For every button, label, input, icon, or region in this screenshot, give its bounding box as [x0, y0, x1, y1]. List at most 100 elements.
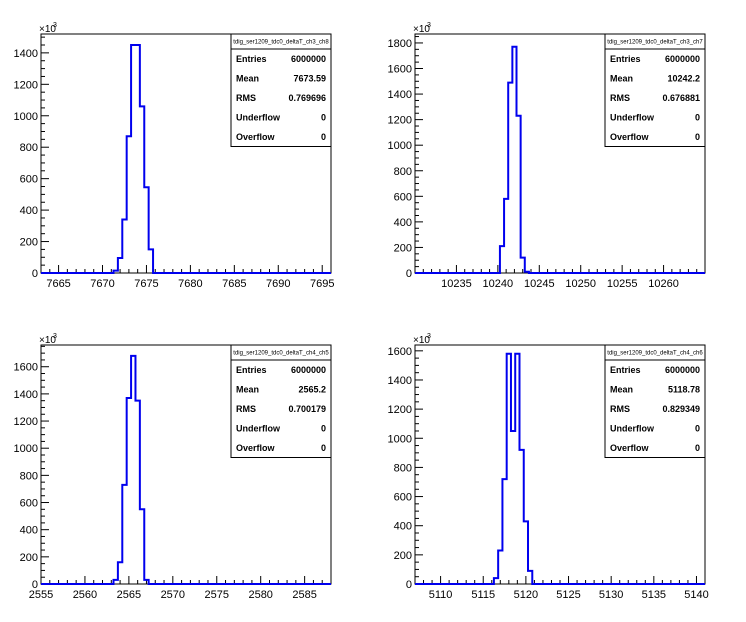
- x-tick-label: 5140: [684, 589, 708, 601]
- stat-label: Overflow: [610, 132, 650, 142]
- stat-value: 0.676881: [662, 93, 700, 103]
- stat-label: Mean: [236, 385, 259, 395]
- histogram-bin: [135, 401, 139, 584]
- stat-value: 5118.78: [668, 385, 700, 395]
- y-tick-label: 1600: [388, 64, 412, 76]
- histogram-bin: [502, 479, 506, 584]
- histogram-bin: [494, 578, 498, 584]
- histogram-bin: [512, 47, 516, 273]
- y-tick-label: 1200: [388, 115, 412, 127]
- y-tick-label: 1200: [388, 404, 412, 416]
- y-tick-label: 0: [32, 268, 38, 280]
- stats-box: tdig_ser1209_tdc0_deltaT_ch4_ch5 Entries 6…: [230, 344, 332, 458]
- x-tick-label: 10250: [565, 278, 596, 290]
- histogram-bin: [521, 258, 525, 273]
- y-tick-label: 400: [394, 217, 412, 229]
- stat-value: 7673.59: [293, 74, 326, 84]
- y-exponent-power: 3: [53, 22, 57, 29]
- x-tick-label: 7690: [266, 278, 290, 290]
- y-tick-label: 200: [394, 550, 412, 562]
- y-tick-label: 1000: [388, 140, 412, 152]
- stat-label: Mean: [610, 385, 633, 395]
- stat-value: 6000000: [665, 365, 700, 375]
- histogram-title: tdig_ser1209_tdc0_deltaT_ch3_ch7: [607, 40, 703, 46]
- histogram-bin: [122, 220, 126, 273]
- y-tick-label: 400: [394, 521, 412, 533]
- y-tick-label: 400: [20, 205, 38, 217]
- histogram-panel-4: 5110 5115 5120 5125 5130 5135 5140 0 200 400 600 80…: [388, 333, 709, 601]
- histogram-title: tdig_ser1209_tdc0_deltaT_ch4_ch6: [607, 351, 703, 357]
- stats-box-frame: [230, 33, 332, 147]
- stats-box: tdig_ser1209_tdc0_deltaT_ch3_ch8 Entries 6…: [230, 33, 332, 147]
- y-exponent-label: ×10: [39, 335, 56, 346]
- y-tick-label: 1800: [388, 38, 412, 50]
- histogram-bin: [127, 136, 131, 273]
- x-tick-label: 5135: [642, 589, 666, 601]
- y-tick-label: 1600: [388, 346, 412, 358]
- histogram-title: tdig_ser1209_tdc0_deltaT_ch4_ch5: [233, 351, 329, 357]
- stats-box-frame: [230, 344, 332, 458]
- stat-label: Overflow: [236, 443, 276, 453]
- x-tick-label: 7685: [222, 278, 246, 290]
- histogram-bin: [140, 106, 144, 273]
- y-tick-label: 1200: [14, 416, 38, 428]
- stat-value: 0: [321, 132, 326, 142]
- stat-value: 0: [321, 424, 326, 434]
- y-tick-label: 200: [20, 552, 38, 564]
- y-tick-label: 1400: [388, 89, 412, 101]
- stats-box-frame: [604, 344, 706, 458]
- stat-value: 0: [695, 443, 700, 453]
- x-tick-label: 5125: [556, 589, 580, 601]
- histogram-bin: [524, 521, 528, 584]
- x-tick-label: 7665: [46, 278, 70, 290]
- stat-value: 0.769696: [288, 93, 326, 103]
- histogram-outline: [415, 45, 705, 274]
- y-tick-label: 800: [20, 470, 38, 482]
- y-tick-label: 1000: [388, 433, 412, 445]
- y-tick-label: 400: [20, 525, 38, 537]
- x-tick-label: 7675: [134, 278, 158, 290]
- stat-label: Underflow: [610, 113, 655, 123]
- histogram-bin: [114, 580, 118, 584]
- histogram-panel-2: 10235 10240 10245 10250 10255 10260 0 200 400 600…: [388, 22, 706, 290]
- histogram-outline: [41, 354, 331, 585]
- histogram-title: tdig_ser1209_tdc0_deltaT_ch3_ch8: [233, 40, 329, 46]
- histogram-bin: [135, 45, 139, 273]
- histogram-bin: [122, 485, 126, 584]
- histogram-outline: [41, 44, 331, 274]
- y-tick-label: 200: [20, 237, 38, 249]
- stats-box: tdig_ser1209_tdc0_deltaT_ch3_ch7 Entries 6…: [604, 33, 706, 147]
- y-tick-label: 0: [32, 579, 38, 591]
- histogram-bin: [144, 187, 148, 273]
- y-tick-label: 1000: [14, 111, 38, 123]
- histogram-bin: [131, 356, 135, 584]
- histogram-bin: [500, 246, 504, 273]
- stat-label: Mean: [610, 74, 633, 84]
- y-tick-label: 600: [394, 492, 412, 504]
- stat-value: 0.700179: [288, 404, 326, 414]
- histogram-bin: [114, 271, 118, 273]
- stat-label: RMS: [236, 93, 256, 103]
- y-exponent-power: 3: [53, 333, 57, 340]
- y-tick-label: 1400: [388, 375, 412, 387]
- stats-box: tdig_ser1209_tdc0_deltaT_ch4_ch6 Entries 6…: [604, 344, 706, 458]
- stat-value: 6000000: [665, 54, 700, 64]
- stat-value: 0: [321, 443, 326, 453]
- histogram-panel-1: 7665 7670 7675 7680 7685 7690 7695 0 200 400 600 80…: [14, 22, 335, 290]
- stat-label: Underflow: [236, 113, 281, 123]
- x-tick-label: 10255: [607, 278, 638, 290]
- histogram-bin: [517, 116, 521, 273]
- stat-value: 6000000: [291, 54, 326, 64]
- histogram-bin: [511, 431, 515, 584]
- x-tick-label: 7680: [178, 278, 202, 290]
- x-tick-label: 5120: [514, 589, 538, 601]
- x-tick-label: 5115: [471, 589, 495, 601]
- histogram-bin: [507, 354, 511, 584]
- y-tick-label: 1400: [14, 48, 38, 60]
- stat-label: Underflow: [610, 424, 655, 434]
- stat-label: Overflow: [236, 132, 276, 142]
- y-exponent-label: ×10: [413, 335, 430, 346]
- stat-label: RMS: [236, 404, 256, 414]
- y-tick-label: 800: [20, 142, 38, 154]
- x-tick-label: 10235: [441, 278, 472, 290]
